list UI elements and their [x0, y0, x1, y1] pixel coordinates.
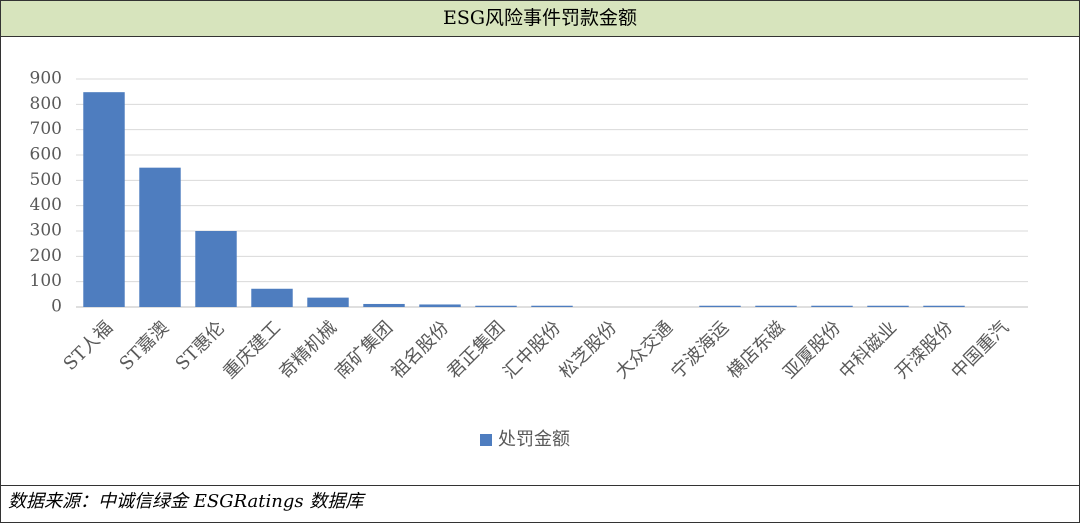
- legend-label: 处罚金额: [498, 429, 570, 450]
- y-tick-label: 500: [30, 170, 62, 190]
- bar: [419, 304, 461, 307]
- y-tick-label: 800: [30, 94, 62, 114]
- y-tick-label: 0: [51, 297, 62, 317]
- bar: [923, 305, 965, 307]
- y-tick-label: 700: [30, 119, 62, 139]
- chart-title: ESG风险事件罚款金额: [443, 7, 637, 29]
- bar: [531, 305, 573, 307]
- bar: [139, 167, 181, 307]
- y-tick-label: 100: [30, 271, 62, 291]
- y-tick-label: 300: [30, 221, 62, 241]
- bar: [867, 305, 909, 307]
- bar: [83, 92, 125, 307]
- bar: [755, 305, 797, 307]
- y-tick-label: 400: [30, 195, 62, 215]
- bar: [307, 297, 349, 307]
- y-tick-label: 900: [30, 69, 62, 89]
- bar: [195, 231, 237, 307]
- bar: [251, 288, 293, 307]
- y-tick-label: 600: [30, 145, 62, 165]
- bar: [699, 305, 741, 307]
- legend-swatch: [480, 434, 492, 446]
- source-note: 数据来源：中诚信绿金 ESGRatings 数据库: [8, 491, 366, 512]
- bar: [363, 303, 405, 307]
- y-tick-label: 200: [30, 246, 62, 266]
- bar: [475, 305, 517, 307]
- bar: [811, 305, 853, 307]
- header: [0, 0, 1080, 37]
